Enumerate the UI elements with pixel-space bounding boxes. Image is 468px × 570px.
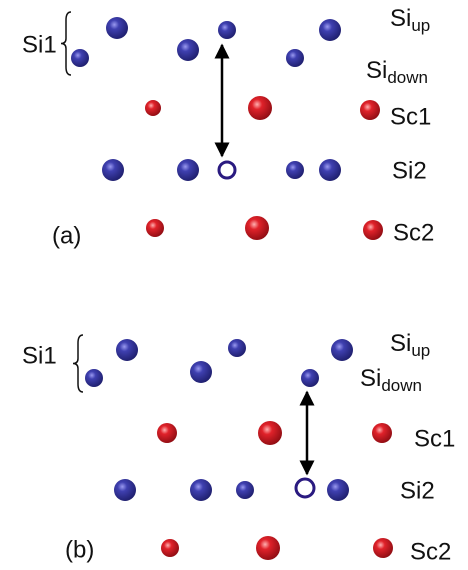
si-atom (102, 159, 124, 181)
si-atom (177, 159, 199, 181)
si-atom (319, 19, 341, 41)
vacancy (219, 162, 235, 178)
sc-atom (372, 423, 392, 443)
vacancy (296, 479, 314, 497)
si-atom (177, 39, 199, 61)
si-atom (319, 159, 341, 181)
si-atom (236, 481, 254, 499)
sc-atom (145, 100, 161, 116)
label-subscript: up (411, 341, 430, 360)
si-atom (301, 369, 319, 387)
label-base: Si (360, 365, 381, 392)
sc-atom (157, 423, 177, 443)
label-base: Si (390, 5, 411, 32)
diagram: Si1Sc1Si2(a)Sc2SiupSidownSi1Sc1Si2(b)Sc2… (0, 0, 468, 570)
si-atom (286, 49, 304, 67)
si-atom (106, 17, 128, 39)
atom-label: Siup (390, 330, 430, 360)
panel-label: (b) (65, 536, 94, 563)
label-base: Si (390, 330, 411, 357)
atom-label: Sidown (360, 365, 422, 395)
brace (73, 335, 83, 392)
panel-label: (a) (52, 222, 81, 249)
si-atom (116, 339, 138, 361)
atom-label: Si1 (22, 342, 57, 369)
sc-atom (363, 220, 383, 240)
atom-label: Sidown (366, 57, 428, 87)
label-subscript: down (381, 376, 422, 395)
atom-label: Si1 (22, 31, 57, 58)
si-atom (331, 339, 353, 361)
si-atom (286, 161, 304, 179)
label-subscript: down (387, 68, 428, 87)
atom-label: Si2 (392, 157, 427, 184)
atom-label: Si2 (400, 477, 435, 504)
brace (61, 12, 71, 75)
si-atom (228, 339, 246, 357)
si-atom (71, 49, 89, 67)
atom-label: Sc2 (393, 219, 434, 246)
atom-label: Sc1 (414, 425, 455, 452)
label-base: Si (366, 57, 387, 84)
sc-atom (245, 216, 269, 240)
sc-atom (256, 536, 280, 560)
sc-atom (161, 539, 179, 557)
si-atom (190, 361, 212, 383)
si-atom (327, 479, 349, 501)
si-atom (190, 479, 212, 501)
si-atom (218, 21, 236, 39)
sc-atom (258, 421, 282, 445)
sc-atom (360, 100, 380, 120)
atom-label: Sc1 (390, 103, 431, 130)
atom-label: Siup (390, 5, 430, 35)
si-atom (114, 479, 136, 501)
sc-atom (146, 219, 164, 237)
si-atom (85, 369, 103, 387)
atom-label: Sc2 (410, 538, 451, 565)
sc-atom (373, 538, 393, 558)
sc-atom (248, 96, 272, 120)
label-subscript: up (411, 16, 430, 35)
